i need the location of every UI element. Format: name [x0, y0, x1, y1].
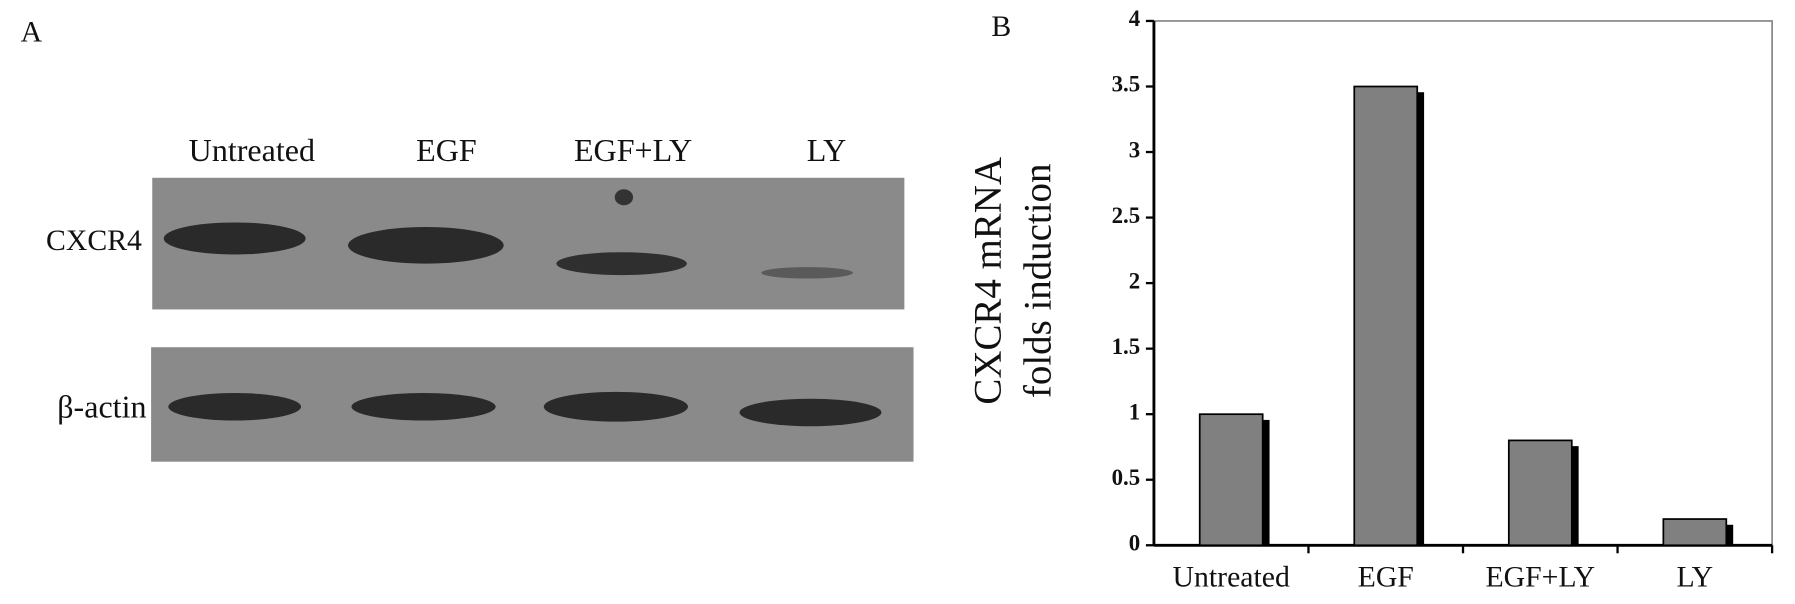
bar-chart: CXCR4 mRNA folds induction 0 0.5 1 1.5 2 2.5 3… [966, 6, 1774, 593]
y-tick-label: 2.5 [1112, 203, 1141, 228]
band [348, 227, 504, 264]
bar [1507, 439, 1573, 547]
y-tick-label: 1.5 [1112, 334, 1141, 359]
band [556, 252, 687, 276]
x-tick-label: EGF+LY [1485, 560, 1595, 593]
y-tick-label: 4 [1129, 6, 1141, 31]
spot [614, 189, 634, 206]
y-tick-label: 0.5 [1112, 465, 1141, 490]
y-tick-label: 2 [1129, 268, 1140, 293]
lane-label: EGF [416, 132, 477, 168]
band [543, 391, 689, 422]
lane-label: LY [807, 132, 847, 168]
x-tick-label: EGF [1358, 560, 1414, 593]
blot: Untreated EGF EGF+LY LY CXCR4 β-actin [46, 132, 914, 462]
band [761, 267, 853, 279]
y-axis-label: CXCR4 mRNA [966, 157, 1009, 405]
x-tick-label: Untreated [1173, 560, 1290, 593]
bar [1198, 413, 1264, 547]
lane-label: Untreated [189, 132, 315, 168]
y-tick-label: 0 [1129, 531, 1140, 556]
y-tick-label: 1 [1129, 399, 1140, 424]
band [739, 398, 882, 427]
bar [1353, 85, 1419, 547]
band [168, 393, 302, 421]
band [351, 393, 496, 421]
y-tick-label: 3.5 [1112, 72, 1141, 97]
row-label: β-actin [57, 389, 146, 425]
band [163, 222, 306, 255]
row-label: CXCR4 [46, 224, 142, 257]
x-tick-label: LY [1676, 560, 1713, 593]
panel-label: A [21, 16, 43, 49]
bar [1662, 518, 1728, 547]
y-tick-label: 3 [1129, 137, 1140, 162]
y-axis-label: folds induction [1017, 164, 1060, 399]
panel-label: B [991, 10, 1011, 43]
lane-label: EGF+LY [574, 132, 692, 168]
